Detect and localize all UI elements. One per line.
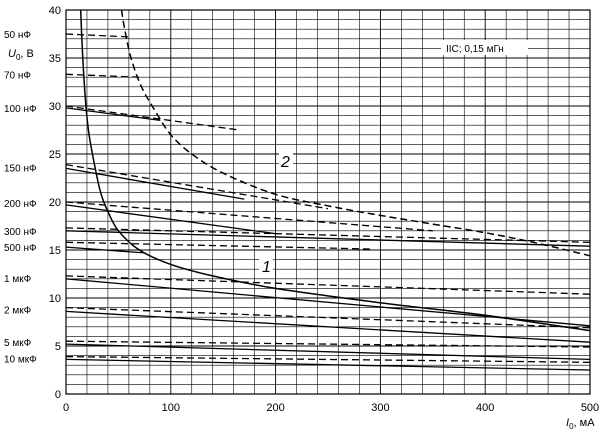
capacitance-line [65, 310, 591, 343]
x-tick-label: 300 [371, 402, 389, 414]
x-axis-title: I0, мА [566, 417, 595, 431]
series-curve-2 [120, 9, 591, 257]
inductance-label-bg [441, 40, 528, 55]
y-tick-label: 0 [55, 389, 61, 401]
x-tick-label: 100 [162, 402, 180, 414]
y-axis-unit: , В [20, 48, 33, 60]
inductance-label: IIC; 0,15 мГн [446, 44, 504, 55]
capacitance-label: 70 нФ [4, 70, 31, 81]
y-tick-label: 35 [49, 53, 61, 65]
x-axis-symbol: I [566, 417, 569, 429]
curve2-label: 2 [280, 154, 290, 171]
capacitance-label: 5 мкФ [4, 338, 32, 349]
x-tick-label: 500 [581, 402, 599, 414]
capacitance-line [65, 73, 140, 78]
y-axis-subscript: 0 [16, 53, 21, 62]
capacitance-label: 2 мкФ [4, 306, 32, 317]
capacitance-label: 50 нФ [4, 30, 31, 41]
y-tick-label: 25 [49, 149, 61, 161]
capacitance-label: 100 нФ [4, 104, 37, 115]
x-axis-subscript: 0 [569, 422, 574, 431]
y-tick-label: 10 [49, 293, 61, 305]
y-tick-label: 5 [55, 341, 61, 353]
capacitance-line [65, 230, 591, 247]
capacitance-line [65, 306, 591, 329]
capacitance-label: 150 нФ [4, 163, 37, 174]
plot-frame [65, 9, 591, 395]
x-axis-unit: , мА [574, 417, 596, 429]
curve1-label-bg [259, 256, 273, 274]
y-tick-label: 20 [49, 197, 61, 209]
y-tick-label: 30 [49, 101, 61, 113]
capacitance-line [65, 358, 591, 371]
y-axis-title: U0, В [8, 48, 34, 62]
series-curve-1 [79, 9, 591, 332]
capacitance-line [65, 241, 370, 250]
curve2-label-bg [279, 152, 293, 170]
y-axis-symbol: U [8, 48, 16, 60]
capacitance-label: 10 мкФ [4, 354, 37, 365]
capacitance-line [65, 343, 591, 361]
y-tick-label: 15 [49, 245, 61, 257]
y-tick-label: 40 [49, 5, 61, 17]
capacitance-line [65, 246, 145, 254]
capacitance-label: 500 нФ [4, 243, 37, 254]
x-tick-label: 400 [476, 402, 494, 414]
capacitance-line [65, 163, 329, 210]
capacitance-label: 200 нФ [4, 199, 37, 210]
capacitance-labels: 50 нФ 70 нФ 100 нФ 150 нФ 200 нФ 300 нФ 500 нФ… [4, 30, 37, 365]
x-tick-label: 0 [63, 402, 69, 414]
capacitance-label: 1 мкФ [4, 274, 32, 285]
capacitance-line [65, 105, 239, 131]
x-tick-label: 200 [266, 402, 284, 414]
capacitance-label: 300 нФ [4, 227, 37, 238]
capacitance-line [65, 107, 161, 122]
series-curves [79, 9, 591, 332]
capacitance-line [65, 33, 129, 38]
capacitance-line [65, 201, 433, 232]
curve1-label: 1 [262, 259, 271, 276]
capacitance-line [65, 204, 276, 235]
tick-labels: 0 100 200 300 400 500 0 5 10 15 20 25 30 35 40 [49, 5, 599, 414]
grid [66, 10, 590, 394]
